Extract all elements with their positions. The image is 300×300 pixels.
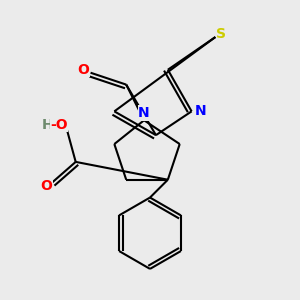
Text: H: H bbox=[42, 118, 53, 132]
Text: N: N bbox=[138, 106, 150, 120]
Text: S: S bbox=[216, 27, 226, 41]
Text: O: O bbox=[40, 179, 52, 193]
Text: -O: -O bbox=[50, 118, 68, 132]
Text: N: N bbox=[195, 104, 206, 118]
Text: O: O bbox=[77, 63, 89, 77]
